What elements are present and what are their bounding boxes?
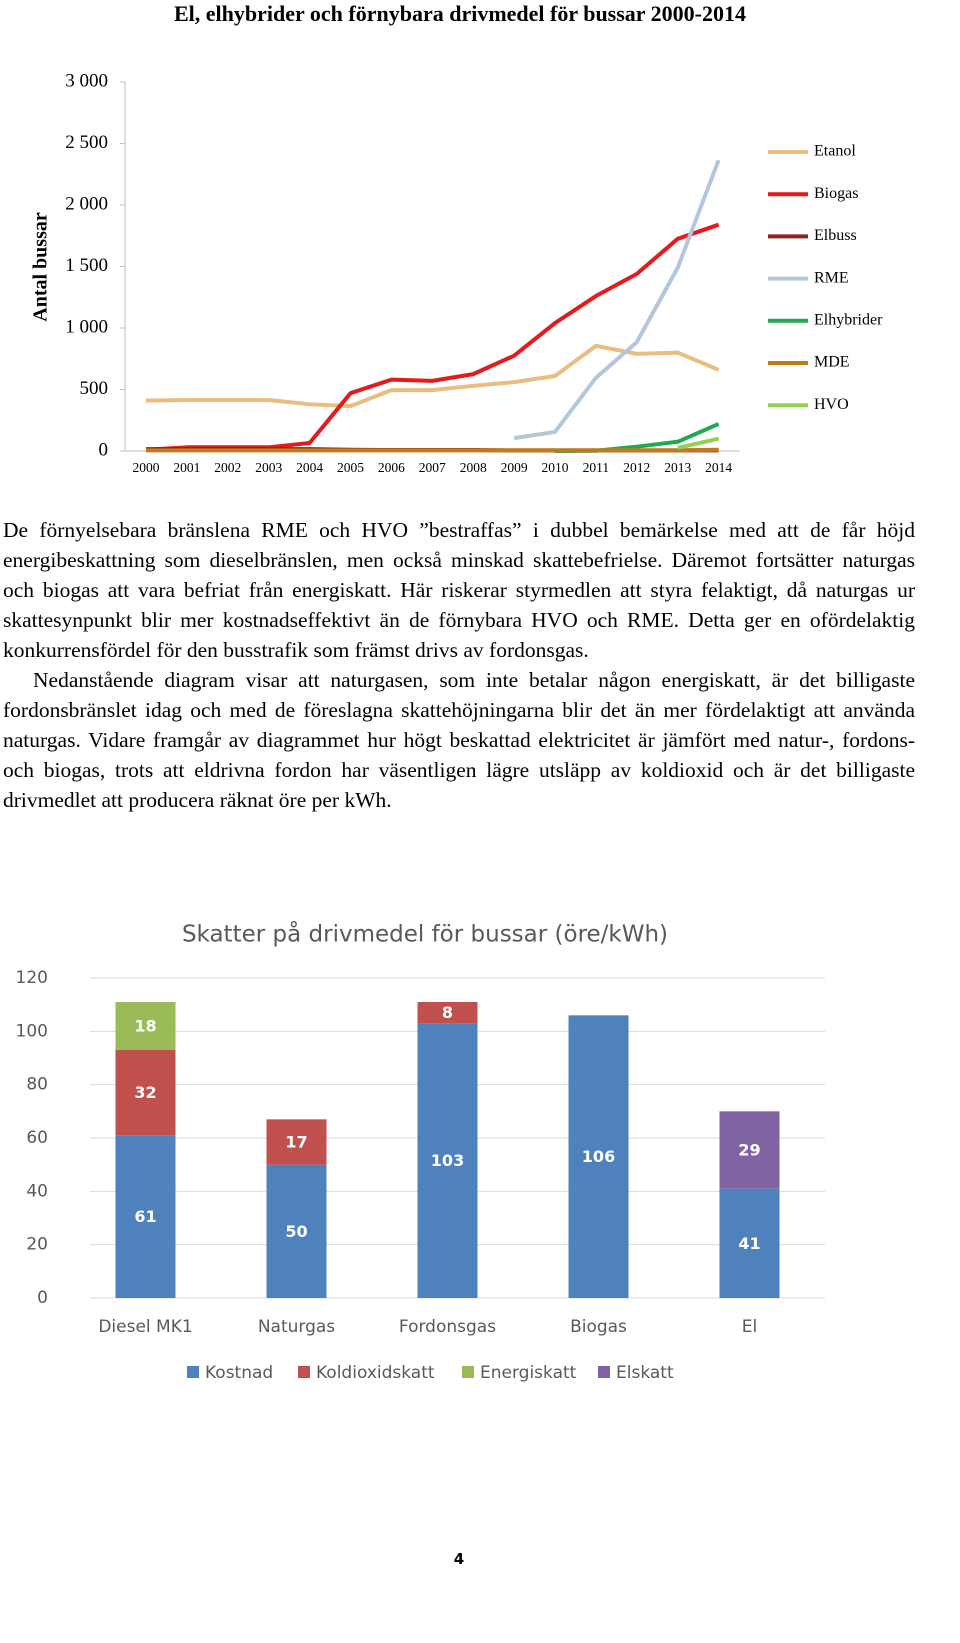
series-line: [554, 422, 720, 453]
x-tick-label: Diesel MK1: [98, 1317, 192, 1337]
paragraph: De förnyelsebara bränslena RME och HVO ”…: [3, 518, 915, 662]
data-label: 61: [134, 1207, 156, 1226]
x-tick-label: 2003: [255, 460, 282, 475]
x-tick-label: 2009: [501, 460, 528, 475]
legend-label: Energiskatt: [480, 1363, 577, 1383]
bar-segment: [115, 1050, 176, 1136]
data-label: 106: [582, 1147, 615, 1166]
data-label: 103: [431, 1151, 464, 1170]
y-tick-label: 0: [99, 439, 109, 460]
data-label: 50: [285, 1222, 307, 1241]
y-axis-label: Antal bussar: [30, 212, 52, 322]
x-tick-label: 2000: [133, 460, 160, 475]
data-label: 41: [738, 1234, 760, 1253]
x-tick-label: Fordonsgas: [399, 1317, 496, 1337]
data-label: 17: [285, 1133, 307, 1152]
y-tick-label: 1 500: [65, 255, 108, 276]
page-number: 4: [453, 1550, 465, 1568]
y-tick-label: 2 000: [65, 193, 108, 214]
legend-label: Elskatt: [616, 1363, 674, 1383]
bar-segment: [719, 1111, 780, 1189]
bar-segment: [568, 1015, 629, 1298]
bar-segment: [115, 1002, 176, 1050]
y-tick-label: 120: [16, 968, 48, 988]
chart-title: Skatter på drivmedel för bussar (öre/kWh…: [182, 920, 668, 948]
legend-label: Biogas: [814, 185, 858, 202]
y-tick-label: 20: [26, 1235, 48, 1255]
x-tick-label: 2008: [460, 460, 487, 475]
data-label: 8: [442, 1003, 453, 1022]
x-tick-label: Biogas: [570, 1317, 627, 1337]
x-tick-label: 2002: [214, 460, 241, 475]
data-label: 29: [738, 1141, 760, 1160]
series-line: [146, 447, 719, 453]
x-tick-label: 2012: [623, 460, 650, 475]
bar-segment: [266, 1119, 327, 1165]
legend-swatch: [298, 1366, 310, 1378]
chart-title: El, elhybrider och förnybara drivmedel f…: [174, 1, 746, 26]
x-tick-label: 2004: [296, 460, 323, 475]
legend-label: Elbuss: [814, 227, 857, 244]
x-tick-label: 2010: [542, 460, 569, 475]
y-tick-label: 3 000: [65, 70, 108, 91]
x-tick-label: 2013: [664, 460, 691, 475]
legend-swatch: [462, 1366, 474, 1378]
y-tick-label: 40: [26, 1181, 48, 1201]
data-label: 18: [134, 1017, 156, 1036]
legend-label: Elhybrider: [814, 311, 883, 328]
bar-segment: [115, 1135, 176, 1298]
bar-segment: [417, 1023, 478, 1298]
series-line: [145, 222, 720, 452]
bar-segment: [719, 1188, 780, 1298]
series-line: [513, 159, 721, 441]
legend-swatch: [187, 1366, 199, 1378]
x-tick-label: 2014: [705, 460, 732, 475]
x-tick-label: 2006: [378, 460, 405, 475]
data-label: 32: [134, 1083, 156, 1102]
legend-label: HVO: [814, 396, 849, 413]
legend-swatch: [598, 1366, 610, 1378]
x-tick-label: 2001: [173, 460, 200, 475]
legend-label: Kostnad: [205, 1363, 273, 1383]
body-text: De förnyelsebara bränslena RME och HVO ”…: [3, 515, 915, 815]
legend-label: MDE: [814, 354, 850, 371]
y-tick-label: 2 500: [65, 132, 108, 153]
y-tick-label: 0: [37, 1288, 48, 1308]
series-line: [677, 436, 720, 450]
y-tick-label: 1 000: [65, 316, 108, 337]
y-tick-label: 80: [26, 1075, 48, 1095]
y-tick-label: 500: [80, 378, 109, 399]
x-tick-label: El: [742, 1317, 757, 1337]
paragraph: Nedanstående diagram visar att naturgase…: [3, 668, 915, 812]
x-tick-label: 2007: [419, 460, 446, 475]
x-tick-label: 2011: [583, 460, 610, 475]
y-tick-label: 60: [26, 1128, 48, 1148]
legend-label: Etanol: [814, 143, 856, 160]
series-line: [145, 343, 720, 409]
legend-label: RME: [814, 269, 849, 286]
x-tick-label: Naturgas: [258, 1317, 335, 1337]
legend-label: Koldioxidskatt: [316, 1363, 435, 1383]
x-tick-label: 2005: [337, 460, 364, 475]
bar-segment: [266, 1164, 327, 1298]
bar-segment: [417, 1002, 478, 1024]
y-tick-label: 100: [16, 1021, 48, 1041]
